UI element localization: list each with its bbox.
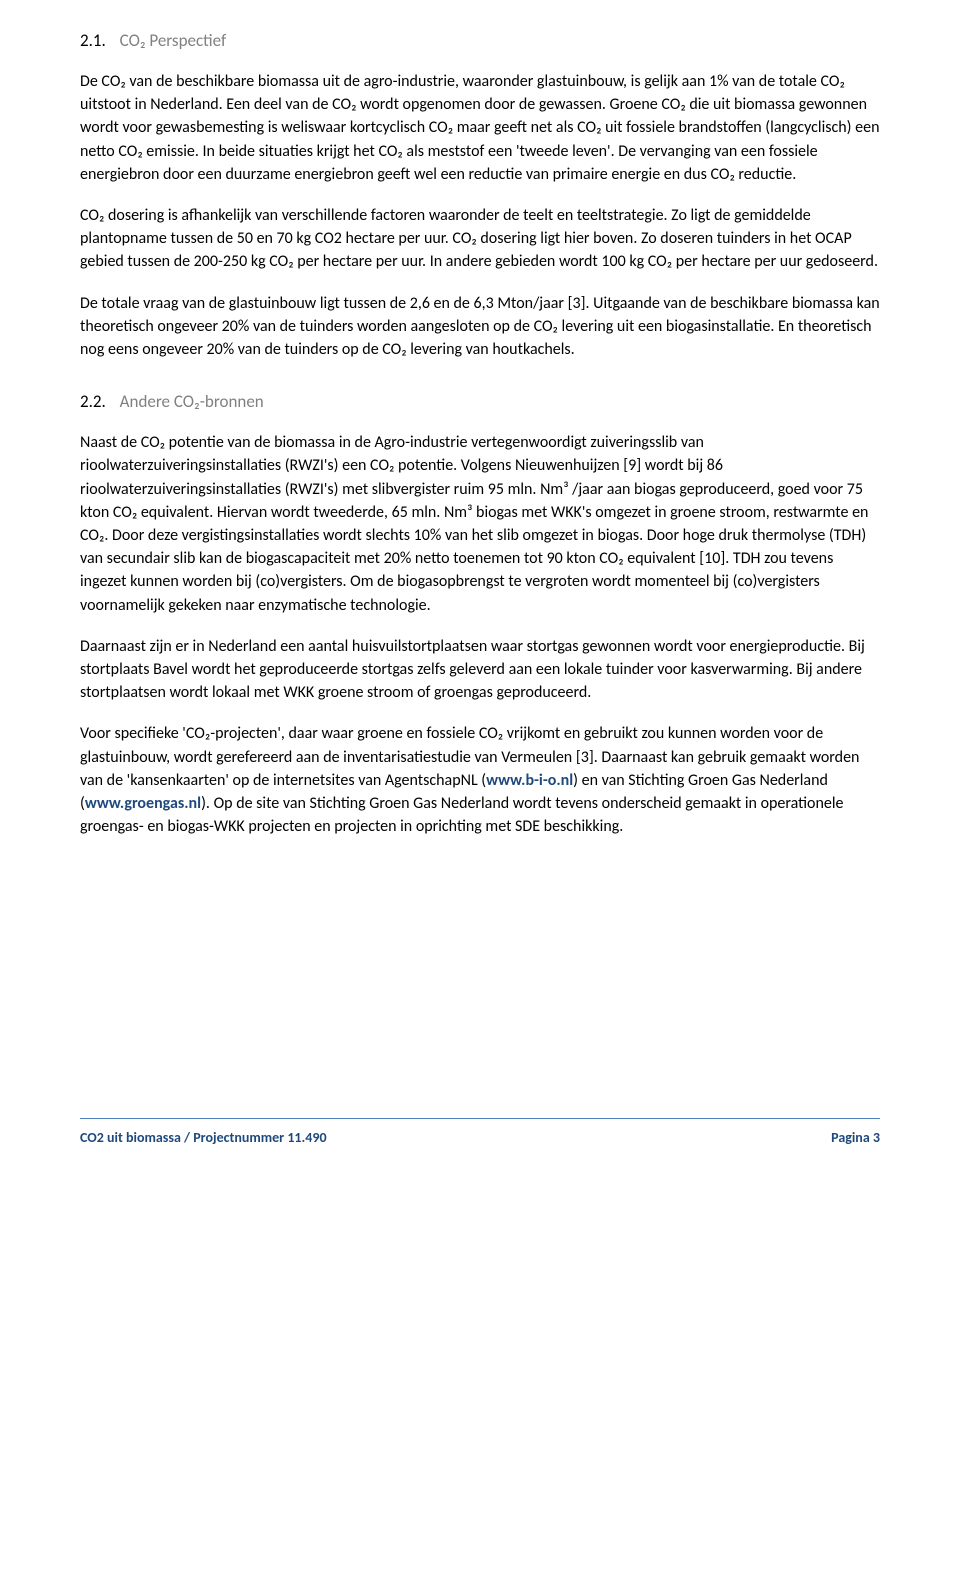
- paragraph: De totale vraag van de glastuinbouw ligt…: [80, 292, 880, 362]
- paragraph-with-links: Voor specifieke 'CO₂-projecten', daar wa…: [80, 722, 880, 838]
- section-2-1: 2.1. CO₂ Perspectief De CO₂ van de besch…: [80, 30, 880, 361]
- section-title: Andere CO₂-bronnen: [120, 391, 264, 412]
- section-number: 2.2.: [80, 391, 106, 412]
- section-title: CO₂ Perspectief: [120, 30, 226, 51]
- paragraph: CO₂ dosering is afhankelijk van verschil…: [80, 204, 880, 274]
- page-footer: CO2 uit biomassa / Projectnummer 11.490 …: [80, 1118, 880, 1146]
- section-2-2: 2.2. Andere CO₂-bronnen Naast de CO₂ pot…: [80, 391, 880, 838]
- paragraph: Naast de CO₂ potentie van de biomassa in…: [80, 431, 880, 617]
- paragraph: Daarnaast zijn er in Nederland een aanta…: [80, 635, 880, 705]
- section-number: 2.1.: [80, 30, 106, 51]
- section-heading: 2.1. CO₂ Perspectief: [80, 30, 880, 52]
- section-heading: 2.2. Andere CO₂-bronnen: [80, 391, 880, 413]
- link-bio[interactable]: www.b-i-o.nl: [486, 771, 573, 790]
- footer-project: CO2 uit biomassa / Projectnummer 11.490: [80, 1129, 327, 1146]
- footer-page-number: Pagina 3: [831, 1129, 880, 1146]
- link-groengas[interactable]: www.groengas.nl: [85, 794, 201, 813]
- paragraph: De CO₂ van de beschikbare biomassa uit d…: [80, 70, 880, 186]
